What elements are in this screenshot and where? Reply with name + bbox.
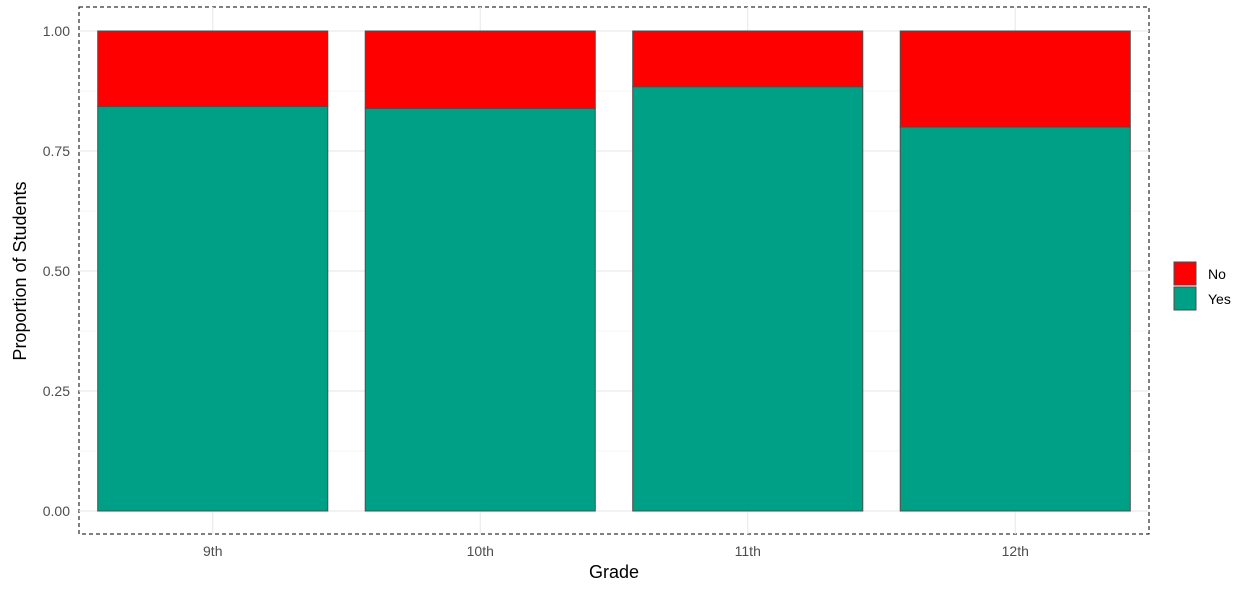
y-tick-label: 0.50 bbox=[43, 263, 70, 279]
bar-no-11th bbox=[632, 30, 864, 88]
x-tick-label: 11th bbox=[735, 543, 761, 559]
legend-key-yes bbox=[1173, 286, 1197, 311]
y-tick-label: 0.00 bbox=[43, 503, 70, 519]
bar-no-10th bbox=[364, 30, 596, 109]
y-tick-label: 0.25 bbox=[43, 383, 70, 399]
x-tick-label: 12th bbox=[1002, 543, 1029, 559]
x-tick-label: 10th bbox=[467, 543, 494, 559]
legend: No Yes bbox=[1173, 261, 1231, 311]
bar-no-9th bbox=[97, 30, 329, 107]
x-axis-title: Grade bbox=[589, 562, 639, 582]
y-axis: 0.00 0.25 0.50 0.75 1.00 bbox=[43, 23, 70, 519]
x-axis: 9th 10th 11th 12th bbox=[203, 543, 1029, 559]
bar-no-12th bbox=[899, 30, 1131, 128]
bars bbox=[97, 30, 1131, 512]
bar-yes-11th bbox=[632, 86, 864, 512]
bar-yes-12th bbox=[899, 126, 1131, 512]
bar-yes-10th bbox=[364, 107, 596, 512]
legend-label: Yes bbox=[1208, 291, 1231, 307]
y-axis-title: Proportion of Students bbox=[10, 181, 30, 360]
y-tick-label: 1.00 bbox=[43, 23, 70, 39]
legend-label: No bbox=[1208, 266, 1226, 282]
legend-key-no bbox=[1173, 261, 1197, 286]
y-tick-label: 0.75 bbox=[43, 143, 70, 159]
x-tick-label: 9th bbox=[203, 543, 222, 559]
bar-yes-9th bbox=[97, 105, 329, 512]
